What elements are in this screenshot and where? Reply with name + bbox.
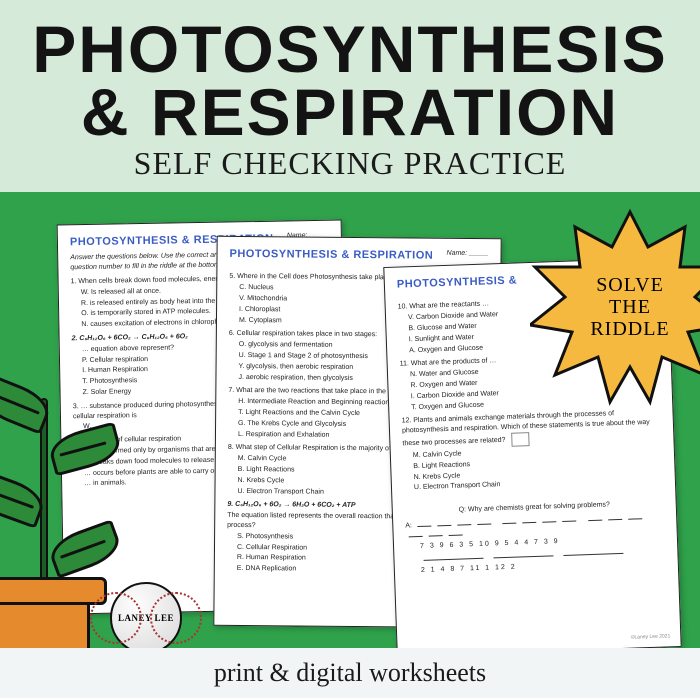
ws2-title: PHOTOSYNTHESIS & RESPIRATION [229,247,433,264]
plant-decoration [0,588,90,648]
footer-text: print & digital worksheets [214,658,486,688]
baseball-logo: LANEY LEE [110,582,182,648]
subtitle: SELF CHECKING PRACTICE [20,145,680,182]
burst-badge: SOLVE THE RIDDLE [530,207,700,407]
header: PHOTOSYNTHESIS & RESPIRATION SELF CHECKI… [0,0,700,192]
ws3-foot: ©Laney Lee 2021 [631,634,671,642]
main-area: PHOTOSYNTHESIS & RESPIRATION Name: _____… [0,192,700,648]
ws2-name-field: Name: _____ [446,249,488,259]
title-line-2: & RESPIRATION [20,81,680,144]
title-line-1: PHOTOSYNTHESIS [20,18,680,81]
brand-label: LANEY LEE [118,613,174,623]
burst-text: SOLVE THE RIDDLE [590,274,669,340]
footer: print & digital worksheets [0,648,700,698]
